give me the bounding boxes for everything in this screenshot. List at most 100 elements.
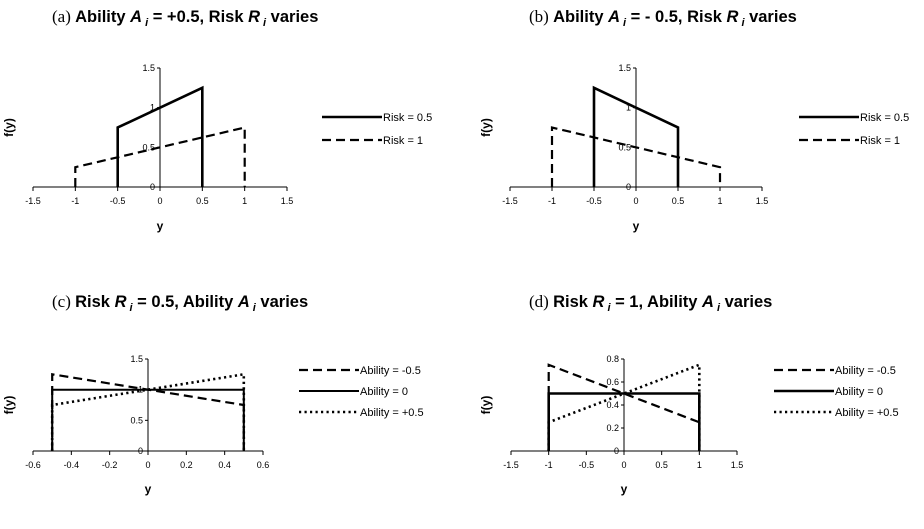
x-tick-label: 0.5 <box>196 196 209 206</box>
y-tick-label: 0.5 <box>130 415 143 425</box>
title-sub1: i <box>607 302 611 314</box>
title-var2: R <box>248 8 260 26</box>
legend-label-1: Ability = -0.5 <box>360 365 421 377</box>
title-var2: A <box>237 293 250 311</box>
y-tick-label: 0.4 <box>606 400 619 410</box>
legend-label-3: Ability = +0.5 <box>835 407 899 419</box>
y-tick-label: 0 <box>138 446 143 456</box>
legend-label-1: Ability = -0.5 <box>835 365 896 377</box>
x-tick-label: -1.5 <box>502 196 518 206</box>
x-tick-label: -0.5 <box>110 196 126 206</box>
x-tick-label: 1.5 <box>731 460 744 470</box>
x-tick-label: 1 <box>242 196 247 206</box>
x-tick-label: 1 <box>717 196 722 206</box>
y-tick-label: 1.5 <box>130 354 143 364</box>
title-var1: R <box>115 293 127 311</box>
y-tick-label: 0 <box>626 182 631 192</box>
title-pre: Ability <box>553 8 608 26</box>
y-tick-label: 0.5 <box>142 142 155 152</box>
y-tick-label: 0.6 <box>606 377 619 387</box>
y-axis-label: f(y) <box>479 396 493 415</box>
title-sub2: i <box>253 302 257 314</box>
x-tick-label: 0 <box>633 196 638 206</box>
title-post: varies <box>720 293 772 311</box>
title-sub1: i <box>129 302 133 314</box>
title-prefix: (a) <box>52 7 75 26</box>
x-tick-label: 1.5 <box>281 196 294 206</box>
y-tick-label: 0.8 <box>606 354 619 364</box>
x-tick-label: -0.6 <box>25 460 41 470</box>
y-tick-label: 1.5 <box>142 63 155 73</box>
x-tick-label: 0 <box>157 196 162 206</box>
x-tick-label: 0.5 <box>655 460 668 470</box>
x-tick-label: -0.5 <box>579 460 595 470</box>
title-prefix: (b) <box>529 7 553 26</box>
title-sub2: i <box>717 302 721 314</box>
title-sub2: i <box>741 17 745 29</box>
title-mid: = - 0.5, Risk <box>626 8 726 26</box>
y-tick-label: 1 <box>626 103 631 113</box>
series-line-3 <box>547 362 701 451</box>
legend-label-1: Risk = 0.5 <box>383 112 432 124</box>
x-axis-label: y <box>157 219 164 233</box>
x-tick-label: 0.5 <box>672 196 685 206</box>
y-tick-label: 0.5 <box>618 142 631 152</box>
x-tick-label: -1 <box>545 460 553 470</box>
title-mid: = 1, Ability <box>611 293 703 311</box>
title-mid: = 0.5, Ability <box>133 293 238 311</box>
title-sub1: i <box>145 17 149 29</box>
title-var1: A <box>129 8 142 26</box>
legend-label-2: Ability = 0 <box>360 386 408 398</box>
title-prefix: (d) <box>529 292 553 311</box>
title-mid: = +0.5, Risk <box>148 8 248 26</box>
x-tick-label: -1 <box>71 196 79 206</box>
x-tick-label: -0.4 <box>64 460 80 470</box>
x-tick-label: -0.2 <box>102 460 118 470</box>
x-tick-label: -0.5 <box>586 196 602 206</box>
legend-label-2: Ability = 0 <box>835 386 883 398</box>
x-tick-label: 0 <box>621 460 626 470</box>
x-tick-label: -1.5 <box>25 196 41 206</box>
series-line-2 <box>550 126 722 187</box>
x-axis-label: y <box>145 482 152 496</box>
title-var2: A <box>701 293 714 311</box>
y-tick-label: 1 <box>150 103 155 113</box>
y-axis-label: f(y) <box>2 396 16 415</box>
x-tick-label: 1.5 <box>756 196 769 206</box>
series-line-2 <box>74 126 246 187</box>
x-axis-label: y <box>621 482 628 496</box>
y-tick-label: 0 <box>150 182 155 192</box>
title-var1: A <box>607 8 620 26</box>
x-tick-label: 0.4 <box>218 460 231 470</box>
y-tick-label: 0 <box>614 446 619 456</box>
x-tick-label: 0.6 <box>257 460 270 470</box>
legend-label-2: Risk = 1 <box>860 135 900 147</box>
title-post: varies <box>266 8 318 26</box>
title-pre: Risk <box>553 293 592 311</box>
title-var1: R <box>593 293 605 311</box>
title-prefix: (c) <box>52 292 75 311</box>
title-sub1: i <box>623 17 627 29</box>
title-pre: Ability <box>75 8 130 26</box>
x-tick-label: 0 <box>145 460 150 470</box>
title-pre: Risk <box>75 293 114 311</box>
series-line-3 <box>50 372 246 451</box>
x-tick-label: -1.5 <box>503 460 519 470</box>
legend-label-3: Ability = +0.5 <box>360 407 424 419</box>
title-var2: R <box>727 8 739 26</box>
x-tick-label: 1 <box>697 460 702 470</box>
x-tick-label: -1 <box>548 196 556 206</box>
title-post: varies <box>256 293 308 311</box>
y-axis-label: f(y) <box>479 118 493 137</box>
y-axis-label: f(y) <box>2 118 16 137</box>
x-tick-label: 0.2 <box>180 460 193 470</box>
